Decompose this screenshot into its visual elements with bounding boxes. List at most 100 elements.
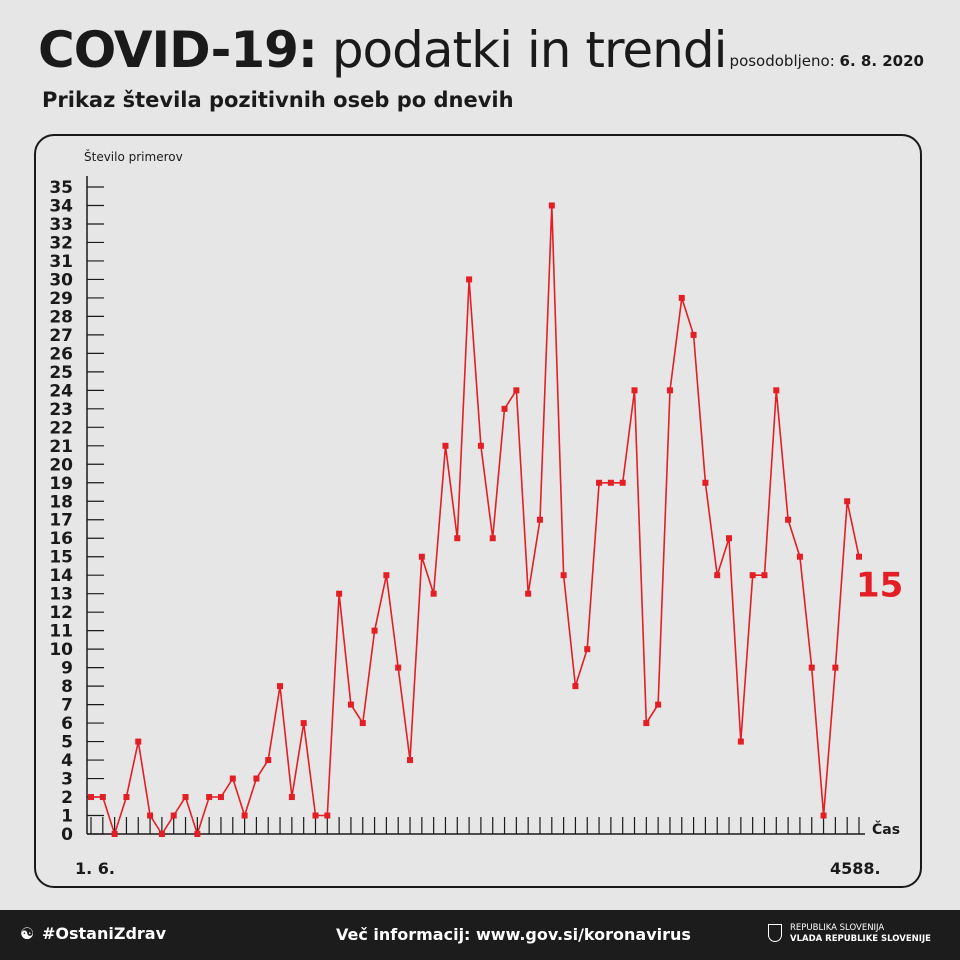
data-point <box>513 387 520 394</box>
data-point <box>265 757 272 764</box>
y-tick-label: 18 <box>49 492 73 512</box>
title-rest: podatki in trendi <box>316 21 728 79</box>
data-point <box>158 831 165 837</box>
y-tick-label: 0 <box>61 825 73 845</box>
data-point <box>418 553 425 560</box>
y-tick-label: 16 <box>49 529 73 549</box>
gov-line-1: REPUBLIKA SLOVENIJA <box>790 923 885 933</box>
y-tick-label: 26 <box>49 344 73 364</box>
updated-label: posodobljeno: <box>729 52 840 70</box>
data-point <box>277 683 284 690</box>
data-point <box>407 757 414 764</box>
data-point <box>560 572 567 579</box>
data-point <box>489 535 496 542</box>
chart-frame <box>34 134 922 888</box>
data-point <box>241 812 248 819</box>
data-point <box>820 812 827 819</box>
data-point <box>88 794 94 801</box>
data-point <box>324 812 331 819</box>
y-tick-label: 15 <box>49 548 73 568</box>
data-point <box>253 775 260 782</box>
data-point <box>430 590 437 597</box>
data-point <box>99 794 106 801</box>
page-subtitle: Prikaz števila pozitivnih oseb po dnevih <box>42 88 514 112</box>
y-tick-label: 7 <box>61 696 73 716</box>
data-point <box>808 664 815 671</box>
data-point <box>584 646 591 653</box>
y-tick-label: 22 <box>49 418 73 438</box>
data-point <box>442 442 449 449</box>
y-tick-label: 28 <box>49 307 73 327</box>
y-tick-label: 25 <box>49 363 73 383</box>
data-point <box>773 387 780 394</box>
data-point <box>312 812 319 819</box>
updated-info: posodobljeno: 6. 8. 2020 <box>730 52 924 70</box>
coat-of-arms-icon <box>768 924 782 942</box>
data-point <box>336 590 343 597</box>
hashtag[interactable]: ☯ #OstaniZdrav <box>18 924 166 943</box>
data-point <box>288 794 295 801</box>
data-point <box>726 535 733 542</box>
more-info-link[interactable]: Več informacij: www.gov.si/koronavirus <box>336 925 691 944</box>
last-value-label: 15 <box>856 566 903 606</box>
y-tick-label: 24 <box>49 381 73 401</box>
hashtag-text: #OstaniZdrav <box>42 924 167 943</box>
line-chart: 0123456789101112131415161718192021222324… <box>49 149 903 878</box>
footer-bar: ☯ #OstaniZdrav Več informacij: www.gov.si… <box>0 910 960 960</box>
data-point <box>454 535 461 542</box>
y-tick-label: 9 <box>61 659 73 679</box>
y-tick-label: 30 <box>49 270 73 290</box>
data-point <box>147 812 154 819</box>
data-point <box>111 831 118 837</box>
y-tick-label: 31 <box>49 252 73 272</box>
data-point <box>347 701 354 708</box>
data-point <box>501 405 508 412</box>
data-point <box>371 627 378 634</box>
data-point <box>631 387 638 394</box>
y-tick-label: 19 <box>49 474 73 494</box>
person-icon: ☯ <box>19 924 35 943</box>
data-point <box>856 553 862 560</box>
y-tick-label: 29 <box>49 289 73 309</box>
data-point <box>749 572 756 579</box>
y-tick-label: 32 <box>49 233 73 253</box>
y-tick-label: 17 <box>49 511 73 531</box>
data-point <box>536 516 543 523</box>
data-point <box>844 498 851 505</box>
y-tick-label: 4 <box>61 751 73 771</box>
title-bold: COVID-19: <box>38 21 318 79</box>
data-point <box>525 590 532 597</box>
data-point <box>170 812 177 819</box>
data-point <box>477 442 484 449</box>
data-point <box>135 738 142 745</box>
y-tick-label: 34 <box>49 196 73 216</box>
y-tick-label: 5 <box>61 733 73 753</box>
page-title: COVID-19: podatki in trendi <box>38 18 727 82</box>
data-point <box>655 701 662 708</box>
data-point <box>466 276 473 283</box>
y-tick-label: 6 <box>61 714 73 734</box>
y-tick-label: 10 <box>49 640 73 660</box>
data-point <box>619 479 626 486</box>
y-tick-label: 1 <box>61 807 73 827</box>
data-point <box>702 479 709 486</box>
data-point <box>206 794 213 801</box>
data-point <box>395 664 402 671</box>
y-tick-label: 11 <box>49 622 73 642</box>
data-point <box>607 479 614 486</box>
y-tick-label: 20 <box>49 455 73 475</box>
data-point <box>229 775 236 782</box>
data-point <box>123 794 130 801</box>
x-axis-label: Čas <box>872 820 900 838</box>
data-point <box>714 572 721 579</box>
data-point <box>690 331 697 338</box>
data-point <box>796 553 803 560</box>
data-point <box>678 294 685 301</box>
data-point <box>737 738 744 745</box>
data-point <box>194 831 201 837</box>
y-tick-label: 35 <box>49 178 73 198</box>
data-point <box>217 794 224 801</box>
y-tick-label: 8 <box>61 677 73 697</box>
y-tick-label: 21 <box>49 437 73 457</box>
y-tick-label: 23 <box>49 400 73 420</box>
